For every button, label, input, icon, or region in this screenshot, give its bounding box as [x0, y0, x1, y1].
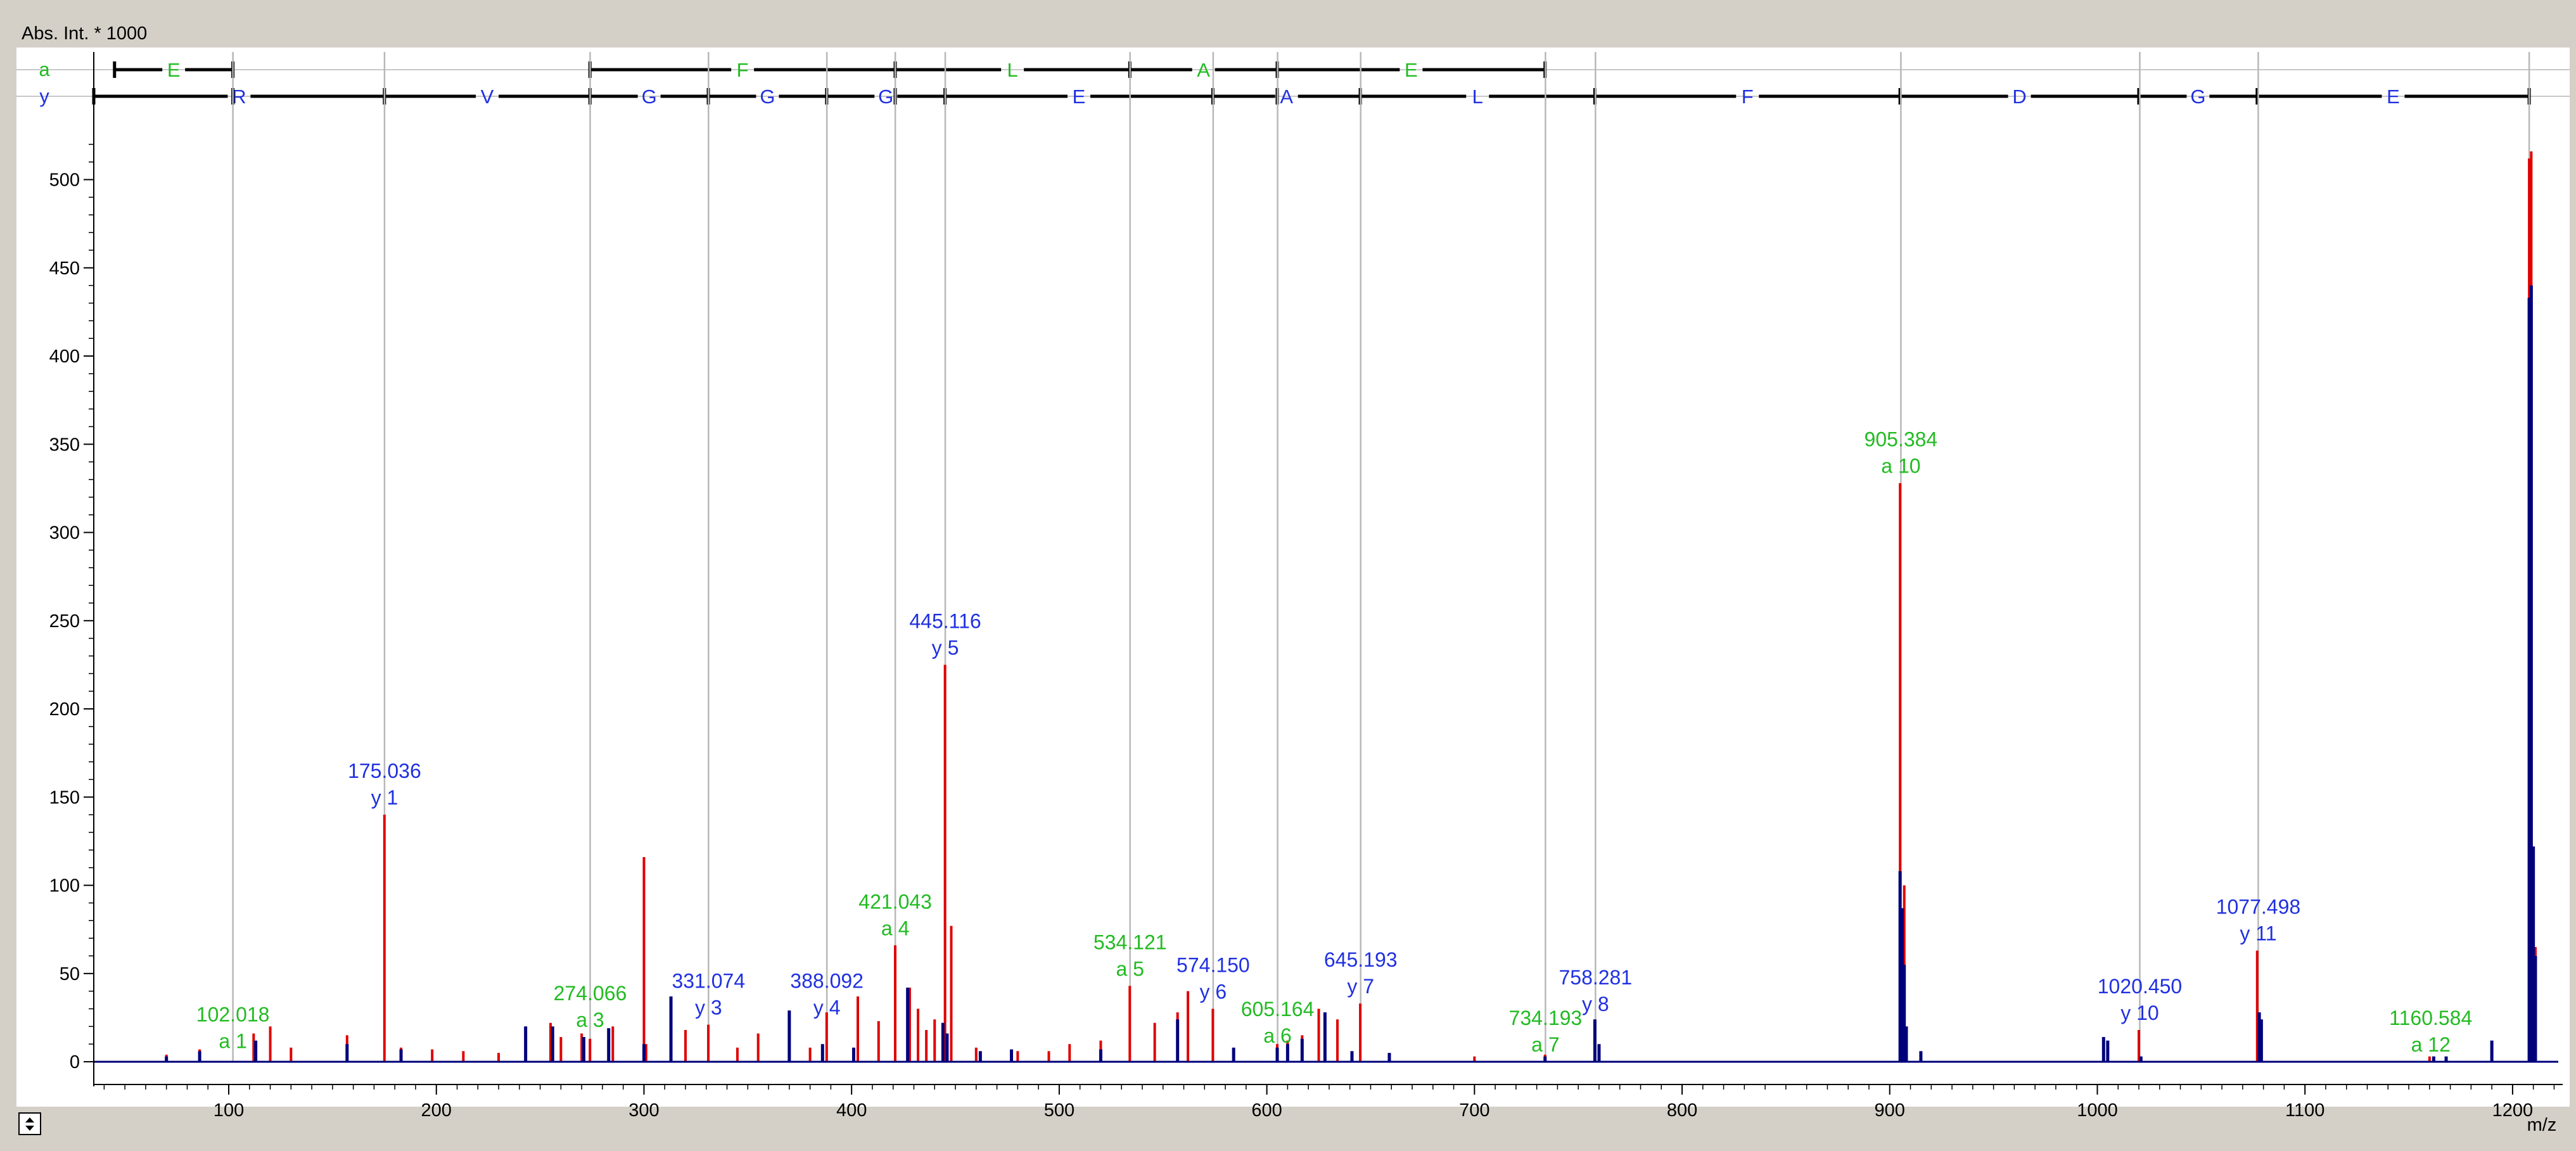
peak-ion-label: y 11: [2240, 922, 2276, 945]
y-axis-title: Abs. Int. * 1000: [22, 23, 147, 44]
peak-mz-label: 274.066: [554, 982, 627, 1005]
peak-ion-label: y 7: [1347, 975, 1374, 998]
peak-mz-label: 645.193: [1324, 948, 1398, 971]
peak-mz-label: 574.150: [1176, 954, 1250, 977]
ladder-residue: F: [1742, 86, 1754, 108]
peak-ion-label: a 7: [1531, 1033, 1559, 1056]
ladder-series-label: a: [39, 58, 50, 80]
peak-ion-label: a 1: [219, 1030, 246, 1053]
y-tick-label: 400: [49, 347, 80, 367]
y-tick-label: 300: [49, 523, 80, 544]
ladder-residue: G: [642, 86, 657, 108]
series-blue: [165, 285, 2537, 1062]
peak-mz-label: 445.116: [909, 609, 981, 632]
peak-annotations: 102.018 a 1 175.036 y 1 274.066 a 3 331.074 y 3…: [196, 428, 2472, 1056]
peak-mz-label: 388.092: [790, 970, 864, 993]
plot-background: [16, 48, 2570, 1107]
y-tick-label: 450: [49, 258, 80, 279]
ladder-residue: G: [760, 86, 775, 108]
ladder-residue: V: [481, 86, 494, 108]
ladder-residue: E: [1073, 86, 1086, 108]
peak-ion-label: y 8: [1582, 993, 1609, 1015]
ladder-residue: G: [878, 86, 893, 108]
peak-ion-label: y 3: [695, 996, 722, 1019]
x-tick-label: 1200: [2492, 1100, 2534, 1121]
peak-ion-label: y 6: [1200, 981, 1227, 1003]
y-tick-label: 0: [70, 1052, 80, 1072]
ladder-residue: R: [232, 86, 246, 108]
peak-ion-label: y 4: [813, 996, 841, 1019]
peak-mz-label: 421.043: [858, 890, 932, 913]
x-tick-label: 600: [1251, 1100, 1282, 1121]
ladder-residue: F: [737, 59, 749, 81]
y-tick-label: 250: [49, 611, 80, 632]
x-axis: 100 200 300 400 500 600 700 800 900 1000 1100 1200: [94, 1084, 2563, 1121]
peak-ion-label: a 6: [1263, 1024, 1291, 1047]
x-tick-label: 500: [1044, 1100, 1074, 1121]
peak-mz-label: 331.074: [672, 970, 745, 993]
y-axis: 0 50 100 150 200 250 300 350 400 450 500: [49, 52, 94, 1086]
x-tick-label: 800: [1667, 1100, 1697, 1121]
peak-ion-label: a 10: [1881, 455, 1920, 478]
y-tick-label: 200: [49, 699, 80, 720]
y-tick-label: 100: [49, 876, 80, 896]
ladder-residue: G: [2190, 86, 2205, 108]
peak-mz-label: 734.193: [1509, 1007, 1583, 1029]
sequence-ladders: a E F L A Ey R V G G G E A L F D G E: [16, 58, 2570, 108]
ladder-residue: A: [1280, 86, 1293, 108]
ladder-series-label: y: [39, 85, 49, 107]
peak-ion-label: a 12: [2411, 1033, 2451, 1056]
x-tick-label: 700: [1459, 1100, 1489, 1121]
zoom-toggle-button[interactable]: [18, 1112, 41, 1135]
y-tick-label: 150: [49, 787, 80, 808]
peak-mz-label: 758.281: [1559, 966, 1632, 989]
peak-ion-label: y 1: [371, 786, 399, 809]
ladder-residue: E: [2387, 86, 2400, 108]
peak-mz-label: 1160.584: [2389, 1007, 2472, 1029]
peak-mz-label: 905.384: [1865, 428, 1938, 451]
x-axis-title: m/z: [2527, 1115, 2557, 1135]
zoom-toggle-icon: [25, 1117, 34, 1131]
x-tick-label: 1100: [2285, 1100, 2324, 1121]
ladder-residue: A: [1197, 59, 1210, 81]
ladder-residue: D: [2012, 86, 2026, 108]
peak-ion-label: a 5: [1116, 957, 1144, 980]
peak-ion-label: a 4: [881, 917, 909, 939]
ladder-residue: E: [1405, 59, 1418, 81]
x-tick-label: 300: [628, 1100, 659, 1121]
peak-mz-label: 1020.450: [2098, 975, 2182, 998]
peak-mz-label: 175.036: [348, 760, 421, 782]
peak-mz-label: 102.018: [196, 1003, 270, 1026]
x-tick-label: 900: [1875, 1100, 1905, 1121]
y-tick-label: 50: [60, 964, 80, 984]
x-tick-label: 400: [836, 1100, 867, 1121]
x-tick-label: 1000: [2077, 1100, 2118, 1121]
peak-ion-label: y 5: [932, 636, 959, 659]
peak-mz-label: 534.121: [1094, 931, 1167, 953]
peak-ion-label: a 3: [576, 1008, 604, 1031]
y-tick-label: 500: [49, 170, 80, 191]
ladder-residue: L: [1472, 86, 1483, 108]
peak-mz-label: 1077.498: [2216, 896, 2300, 919]
peak-mz-label: 605.164: [1241, 998, 1315, 1021]
x-tick-label: 100: [214, 1100, 244, 1121]
ladder-residue: E: [167, 59, 181, 81]
ladder-residue: L: [1007, 59, 1018, 81]
peak-ion-label: y 10: [2120, 1002, 2158, 1024]
y-tick-label: 350: [49, 435, 80, 455]
x-tick-label: 200: [421, 1100, 452, 1121]
